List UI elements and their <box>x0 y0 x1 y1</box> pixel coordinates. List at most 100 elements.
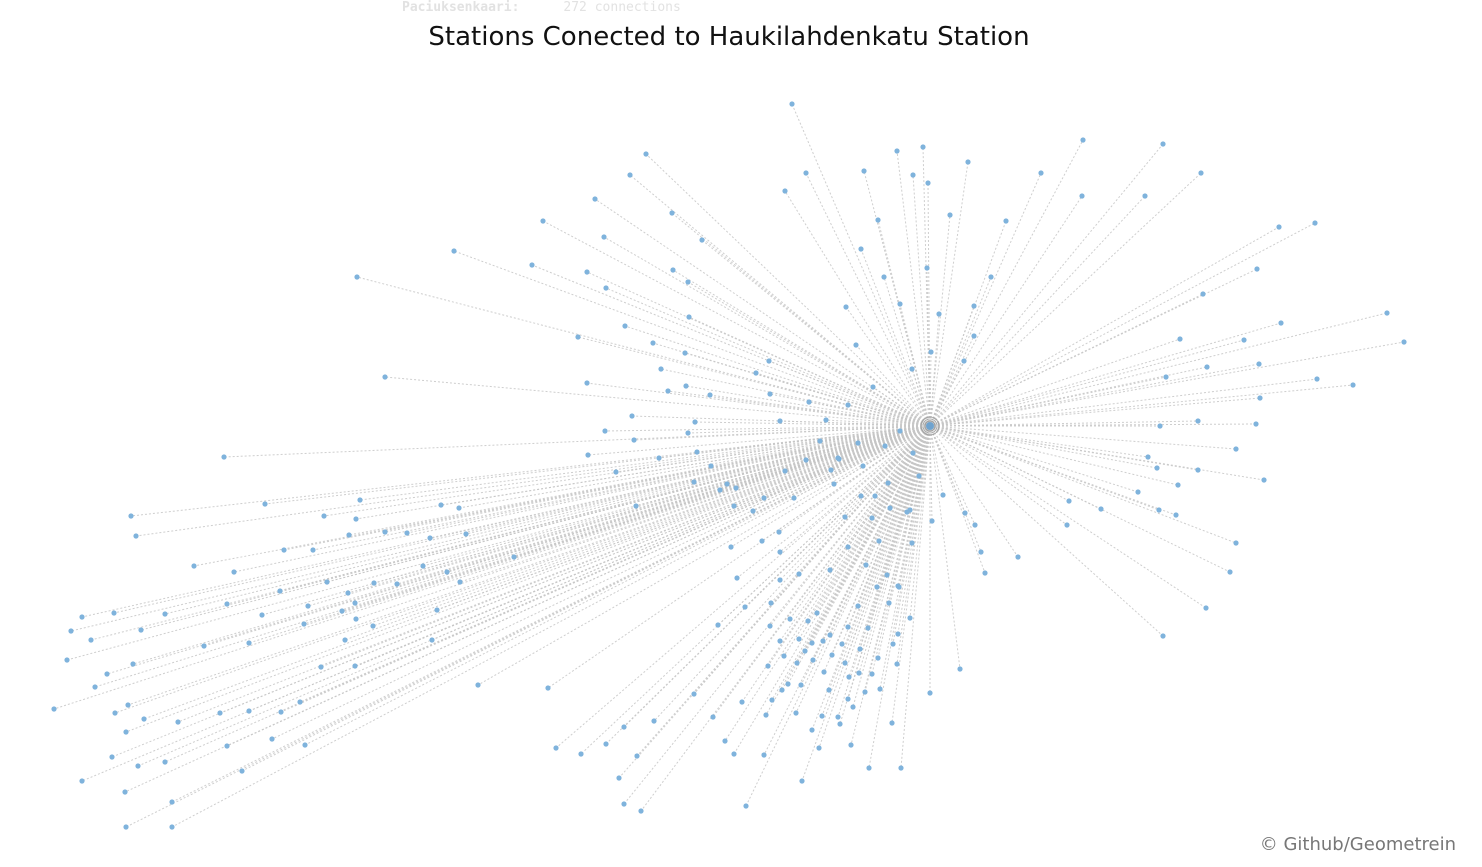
station-node[interactable] <box>1276 224 1282 230</box>
station-node[interactable] <box>972 522 978 528</box>
station-node[interactable] <box>791 495 797 501</box>
station-node[interactable] <box>802 648 808 654</box>
station-node[interactable] <box>731 503 737 509</box>
station-node[interactable] <box>850 704 856 710</box>
station-node[interactable] <box>874 584 880 590</box>
station-node[interactable] <box>776 529 782 535</box>
station-node[interactable] <box>897 301 903 307</box>
station-node[interactable] <box>846 674 852 680</box>
station-node[interactable] <box>768 600 774 606</box>
station-node[interactable] <box>123 729 129 735</box>
station-node[interactable] <box>909 366 915 372</box>
station-node[interactable] <box>169 799 175 805</box>
station-node[interactable] <box>575 334 581 340</box>
station-node[interactable] <box>733 485 739 491</box>
station-node[interactable] <box>858 493 864 499</box>
station-node[interactable] <box>305 603 311 609</box>
station-node[interactable] <box>246 708 252 714</box>
station-node[interactable] <box>691 479 697 485</box>
station-node[interactable] <box>819 713 825 719</box>
station-node[interactable] <box>578 751 584 757</box>
station-node[interactable] <box>651 718 657 724</box>
station-node[interactable] <box>629 413 635 419</box>
station-node[interactable] <box>1256 361 1262 367</box>
station-node[interactable] <box>382 529 388 535</box>
station-node[interactable] <box>451 248 457 254</box>
station-node[interactable] <box>842 660 848 666</box>
station-node[interactable] <box>907 615 913 621</box>
station-node[interactable] <box>404 530 410 536</box>
station-node[interactable] <box>141 716 147 722</box>
station-node[interactable] <box>863 562 869 568</box>
station-node[interactable] <box>889 720 895 726</box>
station-node[interactable] <box>79 778 85 784</box>
station-node[interactable] <box>310 547 316 553</box>
station-node[interactable] <box>122 789 128 795</box>
station-node[interactable] <box>777 577 783 583</box>
station-node[interactable] <box>354 274 360 280</box>
station-node[interactable] <box>1198 170 1204 176</box>
station-node[interactable] <box>836 456 842 462</box>
station-node[interactable] <box>1312 220 1318 226</box>
station-node[interactable] <box>884 572 890 578</box>
station-node[interactable] <box>584 269 590 275</box>
station-node[interactable] <box>694 449 700 455</box>
station-node[interactable] <box>805 618 811 624</box>
station-node[interactable] <box>262 501 268 507</box>
station-node[interactable] <box>894 661 900 667</box>
station-node[interactable] <box>1195 418 1201 424</box>
station-node[interactable] <box>886 600 892 606</box>
station-node[interactable] <box>789 101 795 107</box>
station-node[interactable] <box>835 714 841 720</box>
station-node[interactable] <box>924 265 930 271</box>
station-node[interactable] <box>112 710 118 716</box>
station-node[interactable] <box>592 196 598 202</box>
station-node[interactable] <box>843 304 849 310</box>
station-node[interactable] <box>1003 218 1009 224</box>
station-node[interactable] <box>545 685 551 691</box>
station-node[interactable] <box>827 632 833 638</box>
station-node[interactable] <box>865 625 871 631</box>
station-node[interactable] <box>845 624 851 630</box>
station-node[interactable] <box>803 170 809 176</box>
station-node[interactable] <box>138 627 144 633</box>
station-node[interactable] <box>133 533 139 539</box>
station-node[interactable] <box>656 455 662 461</box>
station-node[interactable] <box>1160 633 1166 639</box>
station-node[interactable] <box>302 742 308 748</box>
station-node[interactable] <box>682 350 688 356</box>
station-node[interactable] <box>731 751 737 757</box>
station-node[interactable] <box>965 159 971 165</box>
station-node[interactable] <box>352 663 358 669</box>
station-node[interactable] <box>766 358 772 364</box>
station-node[interactable] <box>278 709 284 715</box>
station-node[interactable] <box>1066 498 1072 504</box>
station-node[interactable] <box>707 392 713 398</box>
station-node[interactable] <box>779 687 785 693</box>
station-node[interactable] <box>281 547 287 553</box>
station-node[interactable] <box>68 628 74 634</box>
station-node[interactable] <box>821 669 827 675</box>
station-node[interactable] <box>324 579 330 585</box>
station-node[interactable] <box>162 759 168 765</box>
station-node[interactable] <box>51 706 57 712</box>
station-node[interactable] <box>259 612 265 618</box>
station-node[interactable] <box>875 217 881 223</box>
station-node[interactable] <box>88 637 94 643</box>
station-node[interactable] <box>64 657 70 663</box>
station-node[interactable] <box>982 570 988 576</box>
station-node[interactable] <box>420 563 426 569</box>
station-node[interactable] <box>845 544 851 550</box>
station-node[interactable] <box>855 440 861 446</box>
station-node[interactable] <box>861 168 867 174</box>
station-node[interactable] <box>434 607 440 613</box>
station-node[interactable] <box>809 640 815 646</box>
station-node[interactable] <box>162 611 168 617</box>
station-node[interactable] <box>1233 540 1239 546</box>
station-node[interactable] <box>370 623 376 629</box>
station-node[interactable] <box>936 311 942 317</box>
station-node[interactable] <box>853 342 859 348</box>
station-node[interactable] <box>763 712 769 718</box>
station-node[interactable] <box>816 745 822 751</box>
